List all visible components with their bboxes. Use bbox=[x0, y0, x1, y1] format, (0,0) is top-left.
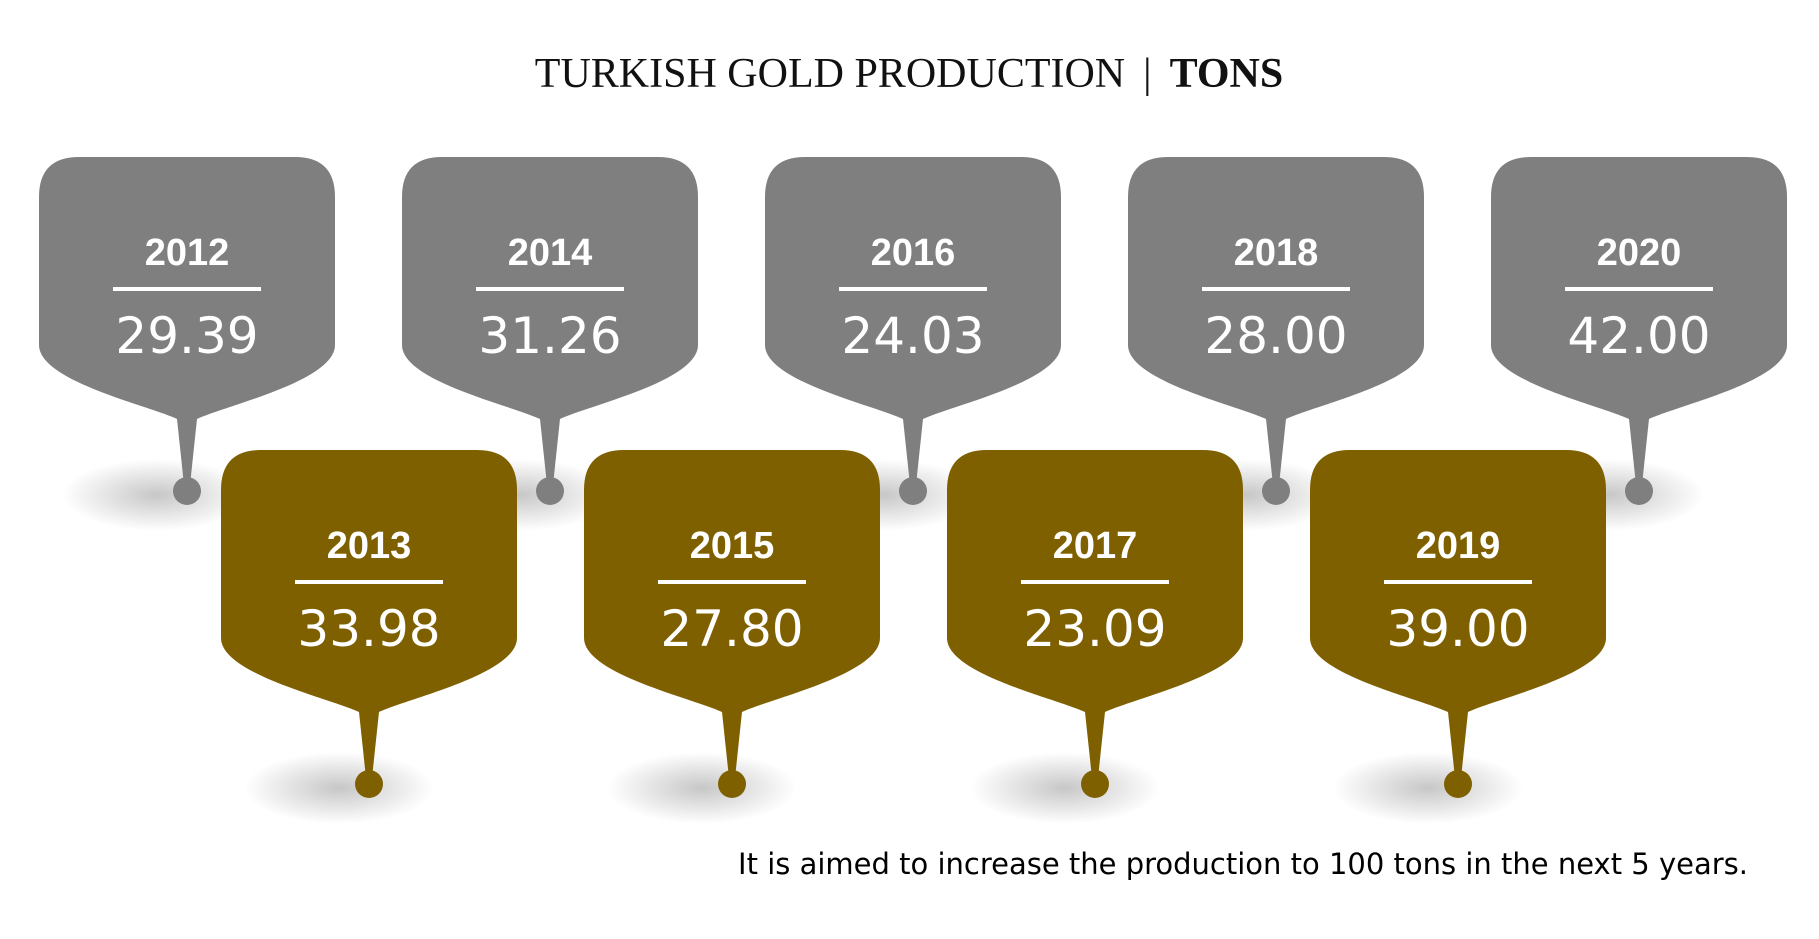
bubble-divider bbox=[1021, 580, 1169, 584]
chart-title-unit: TONS bbox=[1170, 51, 1284, 97]
timeline-bubble-2016: 2016 24.03 bbox=[765, 157, 1061, 505]
year-label: 2019 bbox=[1416, 525, 1501, 567]
pin-dot bbox=[173, 477, 201, 505]
bubble-divider bbox=[1384, 580, 1532, 584]
year-label: 2014 bbox=[508, 232, 593, 274]
bubble-divider bbox=[1202, 287, 1350, 291]
bubble-body bbox=[221, 450, 517, 778]
bubble-body bbox=[1128, 157, 1424, 485]
pin-dot bbox=[718, 770, 746, 798]
value-label: 27.80 bbox=[660, 600, 803, 658]
chart-title-separator: | bbox=[1143, 51, 1151, 97]
bubble-divider bbox=[839, 287, 987, 291]
bubble-divider bbox=[113, 287, 261, 291]
year-label: 2017 bbox=[1053, 525, 1138, 567]
timeline-bubble-2017: 2017 23.09 bbox=[947, 450, 1243, 798]
year-label: 2015 bbox=[690, 525, 775, 567]
pin-shadow bbox=[970, 752, 1160, 824]
chart-title-main: TURKISH GOLD PRODUCTION bbox=[535, 51, 1125, 97]
bubble-body bbox=[584, 450, 880, 778]
bubble-divider bbox=[658, 580, 806, 584]
pin-dot bbox=[536, 477, 564, 505]
timeline-bubble-2015: 2015 27.80 bbox=[584, 450, 880, 798]
value-label: 31.26 bbox=[478, 307, 621, 365]
bubble-body bbox=[765, 157, 1061, 485]
year-label: 2018 bbox=[1234, 232, 1319, 274]
pin-dot bbox=[355, 770, 383, 798]
value-label: 23.09 bbox=[1023, 600, 1166, 658]
year-label: 2020 bbox=[1597, 232, 1682, 274]
pin-shadow bbox=[62, 459, 252, 531]
pin-dot bbox=[899, 477, 927, 505]
year-label: 2016 bbox=[871, 232, 956, 274]
pin-dot bbox=[1444, 770, 1472, 798]
bubble-body bbox=[402, 157, 698, 485]
value-label: 24.03 bbox=[841, 307, 984, 365]
bubble-body bbox=[1310, 450, 1606, 778]
bubble-divider bbox=[476, 287, 624, 291]
timeline-bubble-2012: 2012 29.39 bbox=[39, 157, 335, 505]
pin-shadow bbox=[1333, 752, 1523, 824]
value-label: 33.98 bbox=[297, 600, 440, 658]
pin-dot bbox=[1625, 477, 1653, 505]
footnote: It is aimed to increase the production t… bbox=[738, 847, 1748, 881]
bubble-divider bbox=[1565, 287, 1713, 291]
bubble-body bbox=[39, 157, 335, 485]
value-label: 28.00 bbox=[1204, 307, 1347, 365]
pin-dot bbox=[1262, 477, 1290, 505]
bubbles-layer: 2012 29.39 2013 33.98 2014 31.26 2015 27.80 2016… bbox=[39, 157, 1787, 798]
pin-shadow bbox=[607, 752, 797, 824]
timeline-bubble-2020: 2020 42.00 bbox=[1491, 157, 1787, 505]
bubble-body bbox=[947, 450, 1243, 778]
timeline-bubble-2018: 2018 28.00 bbox=[1128, 157, 1424, 505]
chart-title: TURKISH GOLD PRODUCTION | TONS bbox=[535, 51, 1283, 97]
timeline-bubble-2013: 2013 33.98 bbox=[221, 450, 517, 798]
timeline-bubble-2019: 2019 39.00 bbox=[1310, 450, 1606, 798]
year-label: 2013 bbox=[327, 525, 412, 567]
value-label: 29.39 bbox=[115, 307, 258, 365]
bubble-divider bbox=[295, 580, 443, 584]
value-label: 39.00 bbox=[1386, 600, 1529, 658]
bubble-body bbox=[1491, 157, 1787, 485]
timeline-bubble-2014: 2014 31.26 bbox=[402, 157, 698, 505]
year-label: 2012 bbox=[145, 232, 230, 274]
value-label: 42.00 bbox=[1567, 307, 1710, 365]
pin-dot bbox=[1081, 770, 1109, 798]
pin-shadow bbox=[244, 752, 434, 824]
